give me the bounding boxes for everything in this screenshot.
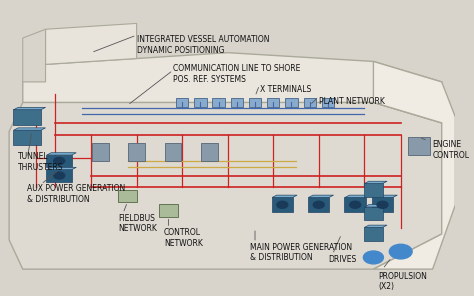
Text: DRIVES: DRIVES xyxy=(328,255,356,263)
Text: AUX POWER GENERATION
& DISTRIBUTION: AUX POWER GENERATION & DISTRIBUTION xyxy=(27,184,126,204)
Polygon shape xyxy=(372,195,397,197)
FancyBboxPatch shape xyxy=(159,205,178,217)
Polygon shape xyxy=(46,23,137,64)
FancyBboxPatch shape xyxy=(46,155,72,167)
Text: PLANT NETWORK: PLANT NETWORK xyxy=(319,96,384,106)
Text: FIELDBUS
NETWORK: FIELDBUS NETWORK xyxy=(118,214,157,233)
FancyBboxPatch shape xyxy=(176,98,188,107)
Text: ENGINE
CONTROL: ENGINE CONTROL xyxy=(433,140,470,160)
Polygon shape xyxy=(23,53,442,123)
Text: CONTROL
NETWORK: CONTROL NETWORK xyxy=(164,228,203,247)
Circle shape xyxy=(377,201,388,208)
Text: MAIN POWER GENERATION
& DISTRIBUTION: MAIN POWER GENERATION & DISTRIBUTION xyxy=(250,243,353,262)
FancyBboxPatch shape xyxy=(308,197,329,213)
Polygon shape xyxy=(46,167,76,170)
Polygon shape xyxy=(309,195,334,197)
Circle shape xyxy=(389,244,412,259)
FancyBboxPatch shape xyxy=(194,98,207,107)
Text: PROPULSION
(X2): PROPULSION (X2) xyxy=(378,272,427,292)
Circle shape xyxy=(364,251,383,264)
FancyBboxPatch shape xyxy=(231,98,243,107)
FancyBboxPatch shape xyxy=(46,169,72,182)
FancyBboxPatch shape xyxy=(364,183,383,197)
Polygon shape xyxy=(9,102,442,269)
FancyBboxPatch shape xyxy=(118,190,137,202)
FancyBboxPatch shape xyxy=(303,98,316,107)
FancyBboxPatch shape xyxy=(285,98,298,107)
FancyBboxPatch shape xyxy=(13,110,41,125)
FancyBboxPatch shape xyxy=(249,98,261,107)
Text: TUNNEL
THRUSTERS: TUNNEL THRUSTERS xyxy=(18,152,64,171)
FancyBboxPatch shape xyxy=(212,98,225,107)
Circle shape xyxy=(54,172,64,179)
FancyBboxPatch shape xyxy=(13,130,41,145)
Polygon shape xyxy=(14,107,46,110)
FancyBboxPatch shape xyxy=(345,197,366,213)
Polygon shape xyxy=(272,195,297,197)
FancyBboxPatch shape xyxy=(364,227,383,241)
Polygon shape xyxy=(365,225,387,227)
FancyBboxPatch shape xyxy=(164,143,182,161)
FancyBboxPatch shape xyxy=(322,98,334,107)
Text: INTEGRATED VESSEL AUTOMATION
DYNAMIC POSITIONING: INTEGRATED VESSEL AUTOMATION DYNAMIC POS… xyxy=(137,35,269,54)
FancyBboxPatch shape xyxy=(267,98,279,107)
Polygon shape xyxy=(374,62,456,269)
FancyBboxPatch shape xyxy=(364,207,383,221)
FancyBboxPatch shape xyxy=(128,143,145,161)
Circle shape xyxy=(350,201,361,208)
FancyBboxPatch shape xyxy=(272,197,293,213)
Polygon shape xyxy=(365,205,387,207)
Circle shape xyxy=(277,201,288,208)
Circle shape xyxy=(54,157,64,164)
Polygon shape xyxy=(14,128,46,130)
FancyBboxPatch shape xyxy=(372,197,393,213)
Circle shape xyxy=(313,201,324,208)
FancyBboxPatch shape xyxy=(408,137,429,155)
Text: COMMUNICATION LINE TO SHORE
POS. REF. SYSTEMS: COMMUNICATION LINE TO SHORE POS. REF. SY… xyxy=(173,64,301,84)
Text: X TERMINALS: X TERMINALS xyxy=(260,85,311,94)
FancyBboxPatch shape xyxy=(92,143,109,161)
FancyBboxPatch shape xyxy=(201,143,218,161)
Polygon shape xyxy=(365,181,387,184)
Polygon shape xyxy=(345,195,370,197)
Polygon shape xyxy=(46,153,76,155)
Polygon shape xyxy=(23,29,46,82)
